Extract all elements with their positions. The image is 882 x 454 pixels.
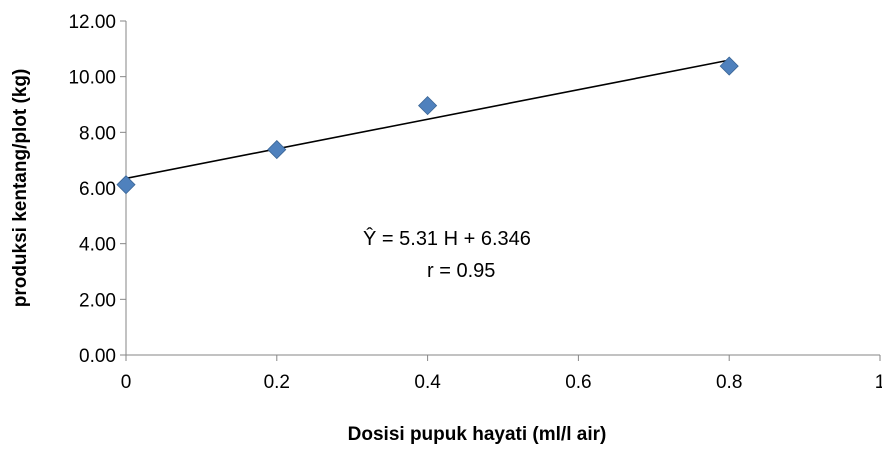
data-points	[116, 56, 739, 195]
x-tick-label: 0.8	[716, 372, 742, 393]
x-axis-title: Dosisi pupuk hayati (ml/l air)	[348, 424, 607, 445]
tick-labels: 0.00 2.00 4.00 6.00 8.00 10.00 12.00 0 0.2 0.4 0.6…	[68, 12, 882, 393]
x-tick-label: 1	[875, 372, 882, 393]
trendline-group	[125, 59, 730, 180]
y-tick-label: 10.00	[68, 68, 116, 89]
x-tick-label: 0.6	[565, 372, 591, 393]
y-tick-label: 12.00	[68, 12, 116, 33]
y-tick-label: 6.00	[79, 179, 116, 200]
correlation-coefficient: r = 0.95	[427, 260, 495, 282]
axes	[120, 20, 881, 361]
data-point	[719, 56, 739, 76]
x-tick-label: 0	[121, 372, 132, 393]
data-point	[267, 140, 287, 160]
trendline	[125, 59, 730, 180]
y-tick-label: 8.00	[79, 123, 116, 144]
y-axis-title: produksi kentang/plot (kg)	[10, 69, 31, 308]
y-tick-label: 2.00	[79, 290, 116, 311]
regression-equation: Ŷ = 5.31 H + 6.346	[363, 227, 531, 250]
x-tick-label: 0.2	[264, 372, 290, 393]
x-tick-label: 0.4	[414, 372, 441, 393]
y-tick-label: 4.00	[79, 235, 116, 256]
y-tick-label: 0.00	[79, 346, 116, 367]
data-point	[116, 175, 136, 195]
data-point	[418, 96, 438, 116]
